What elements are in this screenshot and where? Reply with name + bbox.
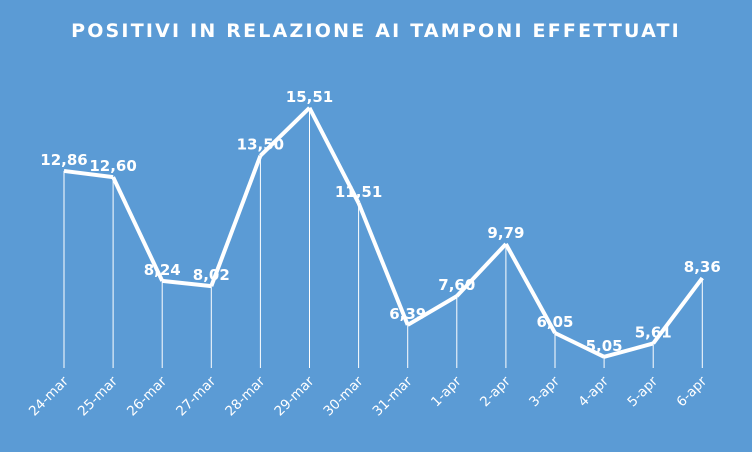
tick-label-6-apr: 6-apr [673,373,710,410]
series-segment-26-mar [161,278,212,289]
tick-label-26-mar: 26-mar [124,373,170,419]
series-segment-3-apr [554,331,605,359]
series-segment-30-mar [356,202,410,326]
data-label-28-mar: 13,50 [237,136,284,154]
data-label-6-apr: 8,36 [684,258,721,276]
data-label-29-mar: 15,51 [286,88,333,106]
series-segment-25-mar [111,176,165,282]
tick-label-4-apr: 4-apr [575,373,612,410]
tick-label-25-mar: 25-mar [75,373,121,419]
tick-label-27-mar: 27-mar [173,373,219,419]
tick-label-5-apr: 5-apr [624,373,661,410]
series-segment-2-apr [504,243,557,334]
tick-label-3-apr: 3-apr [526,373,563,410]
series-segment-29-mar [307,106,361,204]
data-label-1-apr: 7,60 [438,276,475,294]
tick-label-29-mar: 29-mar [271,373,317,419]
series-segment-1-apr [455,242,508,298]
series-segment-4-apr [603,341,654,359]
tick-label-1-apr: 1-apr [428,373,465,410]
data-label-5-apr: 5,61 [635,323,672,341]
data-label-25-mar: 12,60 [89,157,136,175]
tick-label-24-mar: 24-mar [26,373,72,419]
data-label-27-mar: 8,02 [193,266,230,284]
chart-title: POSITIVI IN RELAZIONE AI TAMPONI EFFETTU… [71,20,681,42]
data-label-26-mar: 8,24 [144,261,181,279]
data-label-30-mar: 11,51 [335,183,382,201]
data-label-31-mar: 6,39 [389,305,426,323]
series-segment-28-mar [259,106,311,158]
data-label-4-apr: 5,05 [586,337,623,355]
series-segment-5-apr [651,276,704,345]
data-label-24-mar: 12,86 [40,151,87,169]
series-segment-31-mar [406,294,458,327]
data-label-3-apr: 6,05 [536,313,573,331]
tick-label-2-apr: 2-apr [477,373,514,410]
tick-label-28-mar: 28-mar [222,373,268,419]
data-label-2-apr: 9,79 [487,224,524,242]
series-segment-24-mar [63,168,114,180]
tick-label-31-mar: 31-mar [370,373,416,419]
tick-label-30-mar: 30-mar [320,373,366,419]
series-segment-27-mar [209,154,263,287]
